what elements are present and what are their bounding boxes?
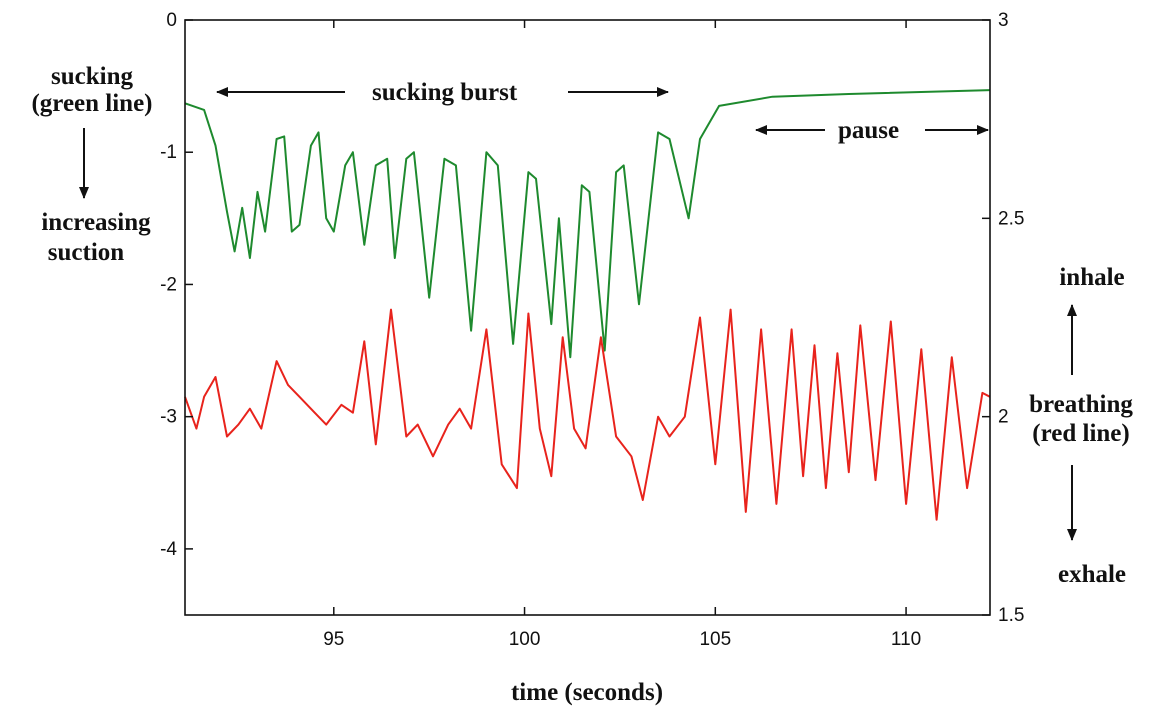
y-right-tick-label: 2 — [998, 407, 1009, 428]
y-right-tick-label: 2.5 — [998, 208, 1024, 229]
annotation-suction: suction — [48, 239, 125, 266]
y-left-tick-label: -2 — [160, 274, 177, 295]
series-layer — [184, 89, 991, 521]
y-left-tick-label: 0 — [166, 10, 177, 31]
annotation-sucking-burst: sucking burst — [372, 79, 518, 106]
plot-frame — [184, 19, 991, 616]
ticks-layer: 95 100 105 110 0 -1 -2 -3 -4 3 2.5 2 1.5 — [160, 10, 1024, 650]
annotation-green-line: (green line) — [31, 90, 152, 117]
y-right-tick-label: 3 — [998, 10, 1009, 31]
y-left-tick-label: -3 — [160, 407, 177, 428]
y-left-tick-label: -4 — [160, 539, 177, 560]
annotation-pause: pause — [838, 117, 899, 144]
series-line-red — [184, 308, 991, 521]
x-tick-label: 95 — [323, 629, 344, 650]
annotation-breathing: breathing — [1029, 391, 1133, 418]
x-tick-label: 110 — [891, 629, 921, 650]
x-tick-label: 100 — [509, 629, 541, 650]
annotation-red-line: (red line) — [1032, 420, 1129, 447]
series-line-green — [184, 89, 991, 359]
y-right-tick-label: 1.5 — [998, 605, 1024, 626]
annotation-sucking: sucking — [51, 63, 133, 90]
annotation-inhale: inhale — [1059, 264, 1124, 291]
x-tick-label: 105 — [699, 629, 731, 650]
y-left-tick-label: -1 — [160, 142, 177, 163]
annotation-increasing: increasing — [41, 209, 151, 236]
x-axis-label: time (seconds) — [511, 679, 663, 706]
annotation-exhale: exhale — [1058, 561, 1126, 588]
